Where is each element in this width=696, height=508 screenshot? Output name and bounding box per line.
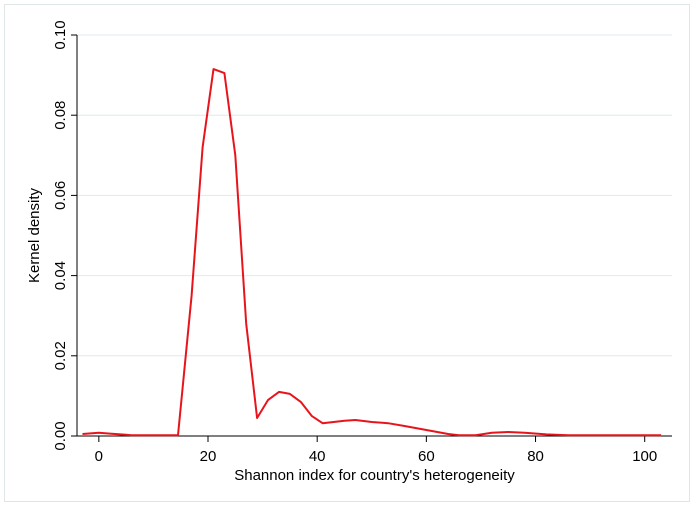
y-axis-ticks: 0.00 0.02 0.04 0.06 0.08 0.10 <box>52 20 77 451</box>
y-tick-label: 0.10 <box>52 20 69 49</box>
x-tick-label: 80 <box>527 448 544 465</box>
axes <box>76 35 672 437</box>
y-tick-label: 0.06 <box>52 181 69 210</box>
x-axis-ticks: 0 20 40 60 80 100 <box>95 436 657 465</box>
density-line <box>82 68 662 437</box>
y-tick-label: 0.04 <box>52 261 69 290</box>
x-tick-label: 40 <box>309 448 326 465</box>
x-tick-label: 60 <box>418 448 435 465</box>
x-tick-label: 20 <box>200 448 217 465</box>
y-tick-label: 0.02 <box>52 341 69 370</box>
grid-lines <box>77 34 672 357</box>
y-axis-title: Kernel density <box>26 187 43 283</box>
x-tick-label: 0 <box>95 448 103 465</box>
x-tick-label: 100 <box>632 448 657 465</box>
x-axis-title: Shannon index for country's heterogeneit… <box>234 467 515 484</box>
y-tick-label: 0.08 <box>52 101 69 130</box>
plot-frame <box>4 4 690 502</box>
y-tick-label: 0.00 <box>52 421 69 450</box>
